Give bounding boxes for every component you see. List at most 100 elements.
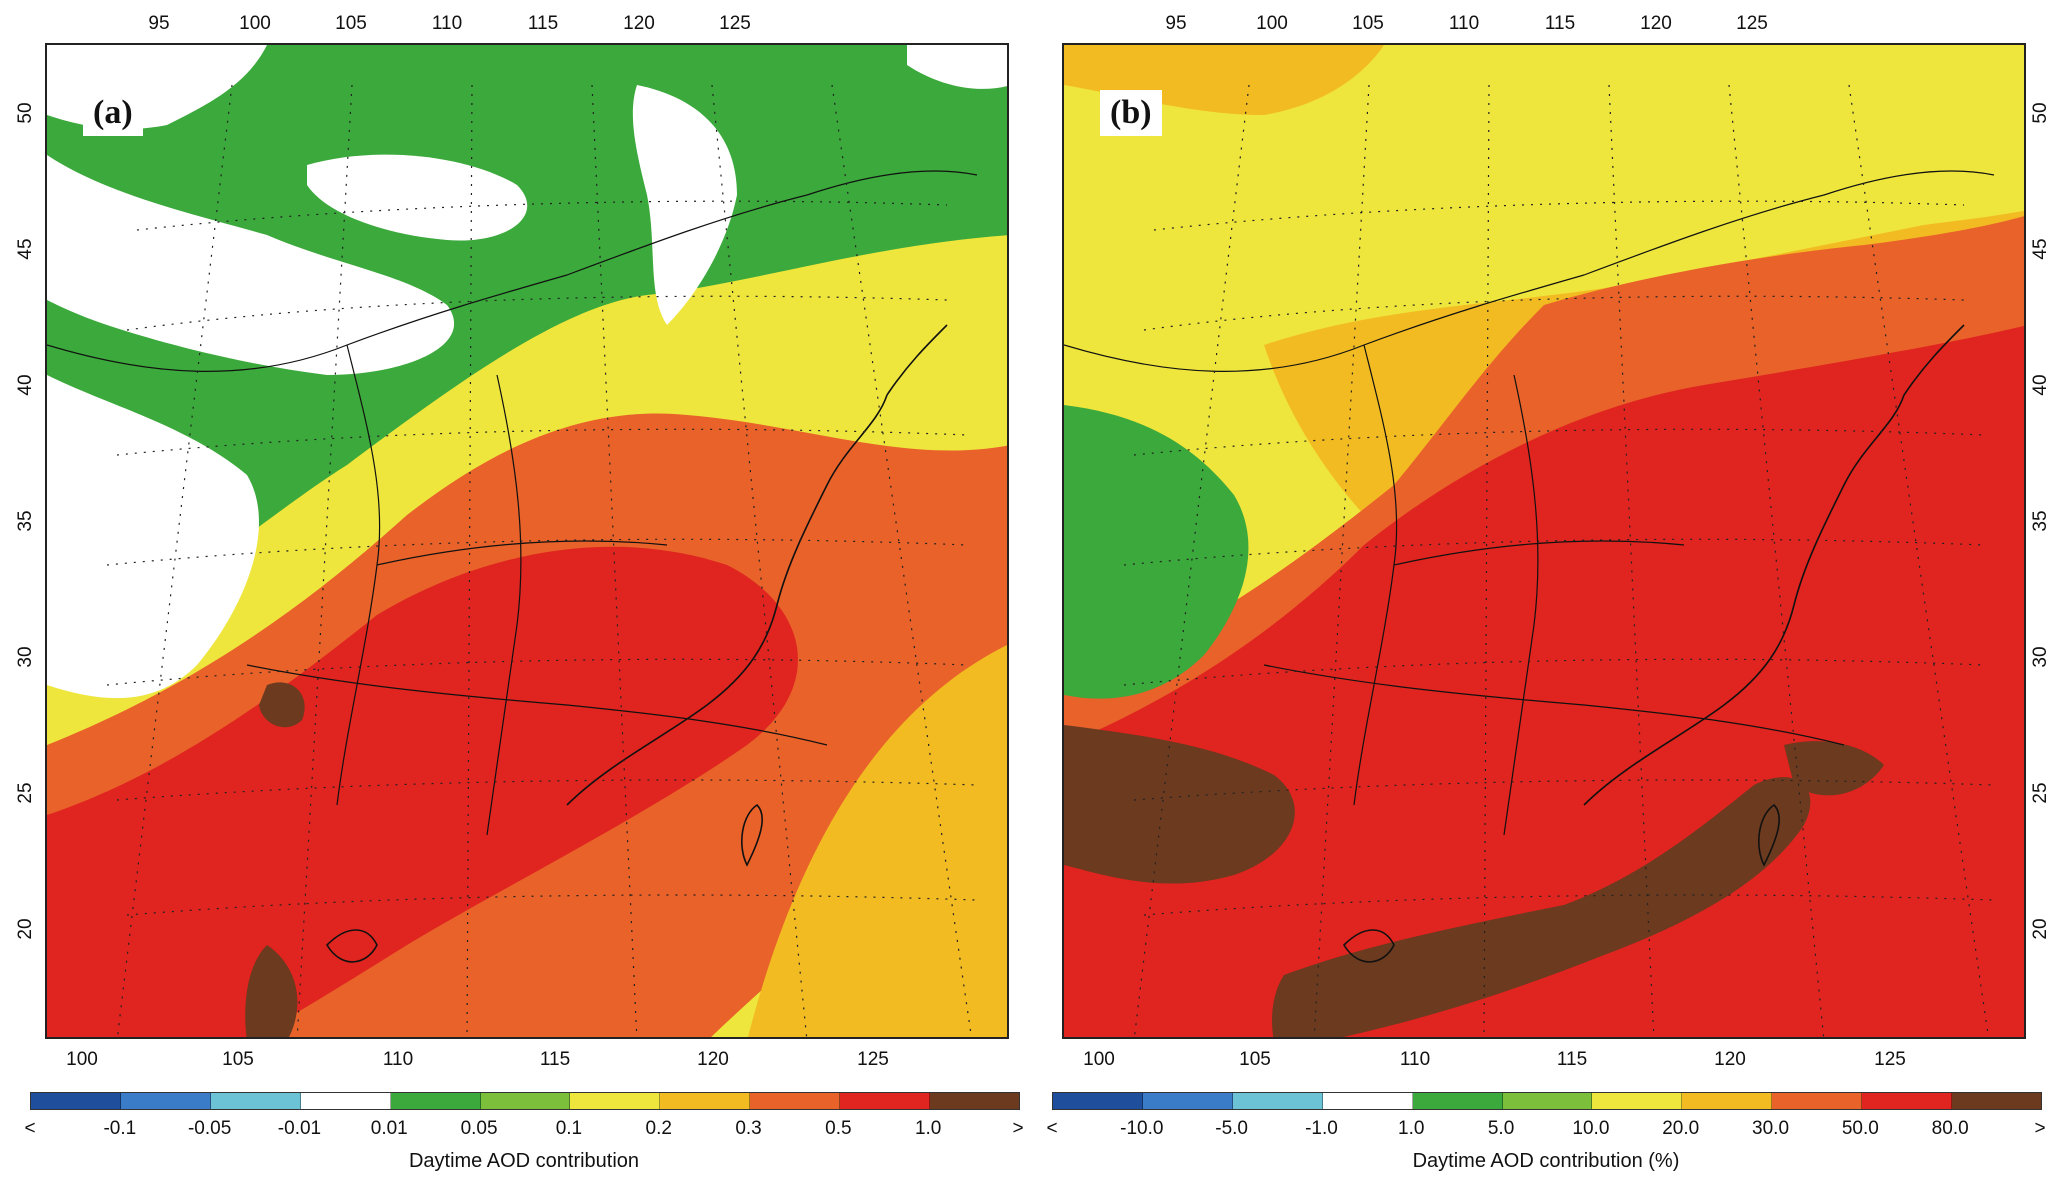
colorbar-swatch	[840, 1093, 931, 1109]
map-frame-b	[1062, 43, 2026, 1039]
colorbar-labels-b: < -10.0 -5.0 -1.0 1.0 5.0 10.0 20.0 30.0 50.0 80.0…	[1046, 1118, 2045, 1142]
top-lon-tick: 120	[623, 13, 655, 34]
top-lon-tick: 120	[1640, 13, 1672, 34]
lat-tick: 40	[15, 374, 36, 395]
colorbar-label: -0.01	[277, 1118, 322, 1139]
top-lon-tick: 95	[1165, 13, 1186, 34]
top-lon-tick: 95	[148, 13, 169, 34]
colorbar-title-a: Daytime AOD contribution	[408, 1150, 640, 1172]
colorbar-swatch	[120, 1093, 211, 1109]
lat-tick: 30	[2030, 646, 2051, 667]
colorbar-label: 50.0	[1841, 1118, 1879, 1139]
colorbar-label: -0.1	[103, 1118, 137, 1139]
map-panel-b: (b) 95 100 105 110 115 120 125 100 105 1…	[1062, 13, 2051, 1070]
axis-ticks-b: 95 100 105 110 115 120 125 100 105 110 1…	[1083, 13, 2051, 1070]
colorbar-label: 0.3	[735, 1118, 762, 1139]
top-lon-tick: 105	[1352, 13, 1384, 34]
lat-tick: 35	[15, 510, 36, 531]
top-lon-tick: 100	[1256, 13, 1288, 34]
top-lon-tick: 110	[1449, 13, 1479, 34]
bottom-lon-tick: 120	[1714, 1049, 1746, 1070]
lat-tick: 20	[2030, 918, 2051, 939]
colorbar-swatch	[1412, 1093, 1503, 1109]
panel-label-a: (a)	[83, 90, 143, 136]
lat-tick: 45	[15, 238, 36, 259]
colorbar-label: 0.05	[460, 1118, 498, 1139]
lat-tick: 45	[2030, 238, 2051, 259]
lat-tick: 25	[15, 782, 36, 803]
colorbar-label: 5.0	[1487, 1118, 1515, 1139]
colorbar-swatch	[1502, 1093, 1593, 1109]
colorbar-label: 1.0	[1398, 1118, 1425, 1139]
lat-tick: 35	[2030, 510, 2051, 531]
lat-tick: 40	[2030, 374, 2051, 395]
colorbar-swatch	[1053, 1093, 1143, 1109]
top-lon-tick: 110	[432, 13, 462, 34]
colorbar-title-b: Daytime AOD contribution (%)	[1412, 1150, 1680, 1172]
top-lon-tick: 115	[528, 13, 558, 34]
aod-field-map-a	[47, 45, 1007, 1037]
map-frame-a	[45, 43, 1009, 1039]
colorbar-swatch	[390, 1093, 481, 1109]
colorbar-label: >	[1012, 1118, 1024, 1139]
bottom-lon-tick: 125	[857, 1049, 889, 1070]
bottom-lon-tick: 125	[1874, 1049, 1906, 1070]
colorbar-b	[1052, 1092, 2042, 1110]
colorbar-swatch	[1322, 1093, 1413, 1109]
colorbar-label: -5.0	[1215, 1118, 1248, 1139]
bottom-lon-tick: 105	[222, 1049, 254, 1070]
colorbar-label: 1.0	[914, 1118, 942, 1139]
colorbar-swatch	[930, 1093, 1019, 1109]
colorbar-swatch	[1232, 1093, 1323, 1109]
colorbar-label: 20.0	[1662, 1118, 1700, 1139]
colorbar-swatch	[750, 1093, 841, 1109]
colorbar-swatch	[1772, 1093, 1863, 1109]
colorbar-swatch	[1862, 1093, 1953, 1109]
colorbar-label: -1.0	[1305, 1118, 1338, 1139]
colorbar-swatch	[660, 1093, 751, 1109]
aod-field-map-b	[1064, 45, 2024, 1037]
top-lon-tick: 105	[335, 13, 367, 34]
colorbar-label: 30.0	[1752, 1118, 1790, 1139]
bottom-lon-tick: 105	[1239, 1049, 1271, 1070]
lat-tick: 25	[2030, 782, 2051, 803]
panel-label-b: (b)	[1100, 90, 1162, 136]
bottom-lon-tick: 120	[697, 1049, 729, 1070]
colorbar-label: 80.0	[1931, 1118, 1969, 1139]
colorbar-label: 0.01	[370, 1118, 408, 1139]
colorbar-swatch	[1142, 1093, 1233, 1109]
lat-tick: 50	[2030, 102, 2051, 123]
bottom-lon-tick: 100	[66, 1049, 98, 1070]
bottom-lon-tick: 100	[1083, 1049, 1115, 1070]
lat-tick: 30	[15, 646, 36, 667]
axis-ticks-a: 95 100 105 110 115 120 125 100 105 110 1…	[15, 13, 889, 1070]
colorbar-label: 0.2	[645, 1118, 672, 1139]
colorbar-label: -0.05	[187, 1118, 232, 1139]
colorbar-swatch	[31, 1093, 121, 1109]
colorbar-label: <	[24, 1118, 36, 1139]
colorbar-a	[30, 1092, 1020, 1110]
colorbar-label: 10.0	[1572, 1118, 1610, 1139]
colorbar-swatch	[1592, 1093, 1683, 1109]
lat-tick: 50	[15, 102, 36, 123]
colorbar-label: 0.1	[555, 1118, 583, 1139]
top-lon-tick: 100	[239, 13, 271, 34]
top-lon-tick: 115	[1545, 13, 1575, 34]
top-lon-tick: 125	[719, 13, 751, 34]
top-lon-tick: 125	[1736, 13, 1768, 34]
map-panel-a: (a) 95 100 105 110 115 120 125 100 105 1…	[15, 13, 1009, 1070]
colorbar-swatch	[1682, 1093, 1773, 1109]
colorbar-label: -10.0	[1120, 1118, 1164, 1139]
lat-tick: 20	[15, 918, 36, 939]
colorbar-swatch	[210, 1093, 301, 1109]
colorbar-labels-a: < -0.1 -0.05 -0.01 0.01 0.05 0.1 0.2 0.3 0.5 1.0 >	[24, 1118, 1023, 1142]
colorbar-swatch	[570, 1093, 661, 1109]
bottom-lon-tick: 115	[1557, 1049, 1587, 1070]
bottom-lon-tick: 110	[1400, 1049, 1430, 1070]
colorbar-swatch	[300, 1093, 391, 1109]
colorbar-label: >	[2034, 1118, 2046, 1139]
colorbar-swatch	[480, 1093, 571, 1109]
colorbar-label: <	[1046, 1118, 1058, 1139]
bottom-lon-tick: 115	[540, 1049, 570, 1070]
colorbar-label: 0.5	[825, 1118, 852, 1139]
